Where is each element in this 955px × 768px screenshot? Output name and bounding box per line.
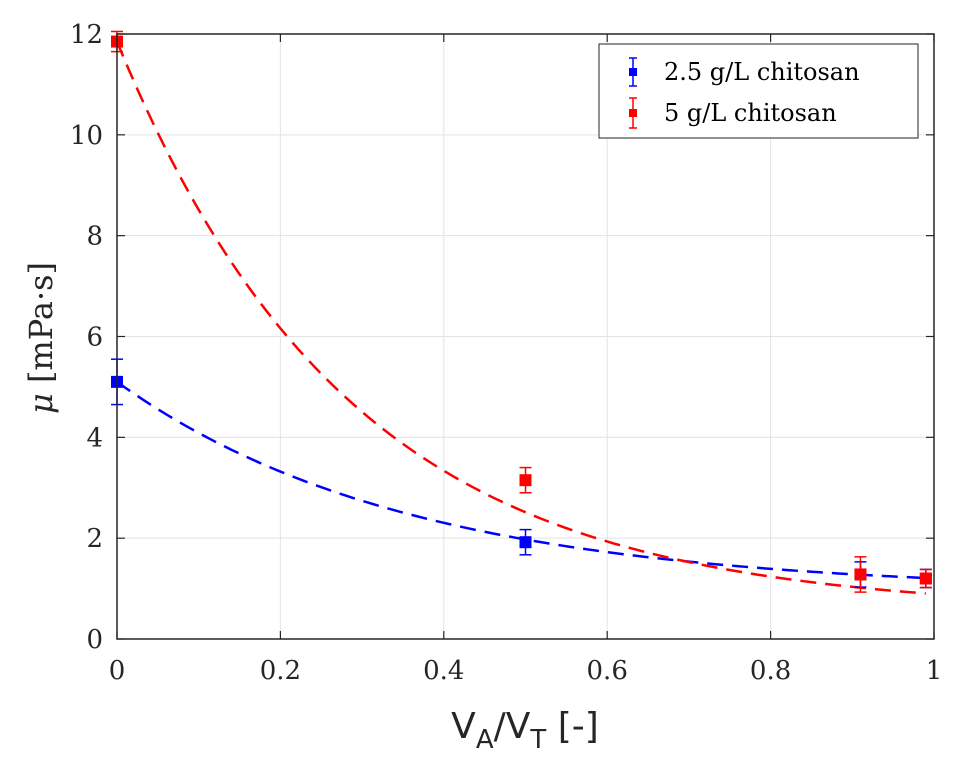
marker	[519, 536, 532, 549]
y-tick-label: 10	[70, 121, 103, 151]
x-tick-label: 0.2	[260, 656, 301, 686]
x-tick-label: 0.8	[750, 656, 791, 686]
y-tick-label: 4	[86, 423, 103, 453]
data-point-5-g-l-chitosan	[919, 568, 932, 589]
y-tick-label: 12	[70, 20, 103, 50]
data-point-5-g-l-chitosan	[854, 556, 867, 593]
legend-box	[598, 43, 919, 139]
y-tick-label: 2	[86, 524, 103, 554]
x-tick-label: 0.6	[587, 656, 628, 686]
x-axis-label: VA/VT [-]	[451, 706, 599, 755]
fit-curve-5-g-l-chitosan	[115, 41, 926, 595]
legend-entry-5-g-l: 5 g/L chitosan	[629, 97, 837, 129]
marker	[919, 572, 932, 585]
x-tick-label: 0.4	[423, 656, 464, 686]
x-tick-label: 1	[926, 656, 943, 686]
legend: 2.5 g/L chitosan 5 g/L chitosan	[598, 43, 919, 139]
y-tick-label: 0	[86, 625, 103, 655]
legend-marker-2-5-g-l	[629, 68, 637, 76]
legend-entry-2-5-g-l: 2.5 g/L chitosan	[629, 57, 860, 87]
y-tick-label: 6	[86, 323, 103, 353]
legend-label-2-5-g-l: 2.5 g/L chitosan	[664, 58, 860, 86]
x-tick-label: 0	[109, 656, 126, 686]
y-axis-label: μ [mPa·s]	[22, 262, 60, 414]
marker	[519, 474, 532, 487]
legend-label-5-g-l: 5 g/L chitosan	[664, 99, 837, 127]
marker	[854, 568, 867, 581]
legend-marker-5-g-l	[629, 109, 637, 117]
y-tick-label: 8	[86, 222, 103, 252]
data-point-2-5-g-l-chitosan	[519, 528, 532, 556]
data-point-5-g-l-chitosan	[519, 466, 532, 494]
